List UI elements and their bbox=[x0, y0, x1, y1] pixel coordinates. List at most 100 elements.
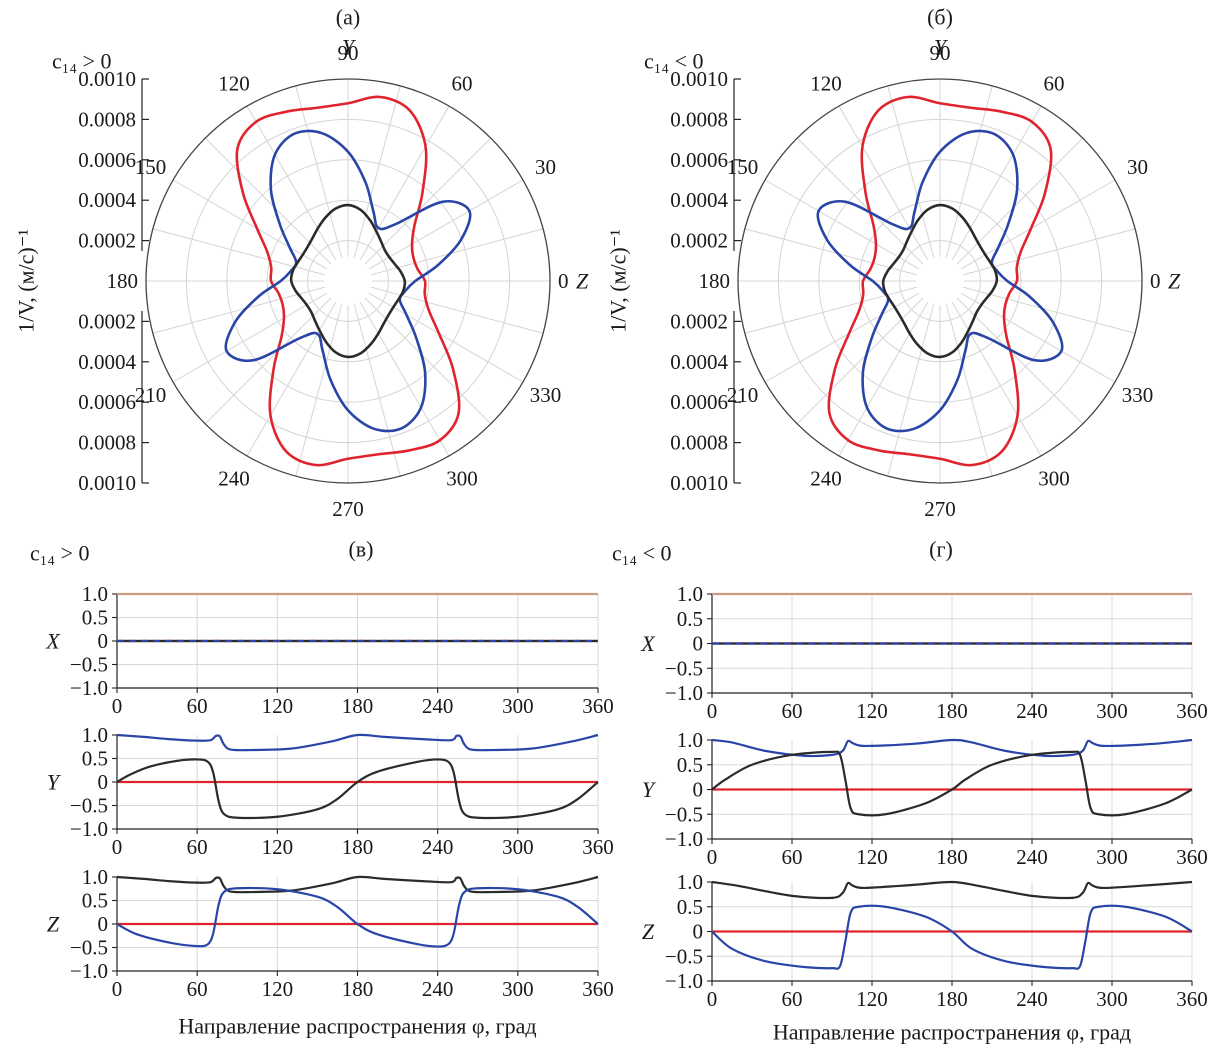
angle-tick-label: 60 bbox=[1044, 72, 1065, 96]
y-tick-label: 1.0 bbox=[82, 865, 108, 889]
x-tick-label: 0 bbox=[707, 699, 718, 723]
y-tick-label: −0.5 bbox=[665, 944, 703, 968]
grid-spoke bbox=[364, 297, 492, 425]
angle-tick-label: 30 bbox=[535, 155, 556, 179]
x-tick-label: 360 bbox=[1176, 845, 1208, 869]
y-tick-label: 1.0 bbox=[82, 723, 108, 747]
y-tick-label: −0.5 bbox=[70, 653, 108, 677]
angle-tick-label: 30 bbox=[1127, 155, 1148, 179]
grid-spoke bbox=[744, 228, 917, 276]
x-tick-label: 0 bbox=[112, 694, 123, 718]
x-tick-label: 60 bbox=[187, 835, 208, 859]
angle-tick-label: 330 bbox=[530, 383, 562, 407]
y-axis-label: Z bbox=[47, 912, 60, 937]
x-tick-label: 240 bbox=[1016, 845, 1048, 869]
angle-tick-label: 90 bbox=[930, 41, 951, 65]
angle-tick-label: 150 bbox=[727, 155, 759, 179]
grid-spoke bbox=[796, 137, 924, 265]
x-tick-label: 240 bbox=[1016, 699, 1048, 723]
x-tick-label: 300 bbox=[1096, 987, 1128, 1011]
polar-series-curve bbox=[289, 203, 407, 359]
x-tick-label: 120 bbox=[856, 987, 888, 1011]
polar-series-curve bbox=[881, 203, 999, 359]
y-tick-label: 1.0 bbox=[677, 728, 703, 752]
radial-tick-label: 0.0004 bbox=[78, 350, 136, 374]
x-tick-label: 360 bbox=[1176, 699, 1208, 723]
x-tick-label: 300 bbox=[1096, 699, 1128, 723]
angle-tick-label: 270 bbox=[924, 497, 956, 521]
radial-tick-label: 0.0002 bbox=[78, 229, 136, 253]
y-axis-label: Y bbox=[642, 777, 657, 802]
y-axis-label: Y bbox=[47, 770, 62, 795]
y-tick-label: 0.5 bbox=[82, 889, 108, 913]
radial-tick-label: 0.0006 bbox=[78, 390, 136, 414]
grid-spoke bbox=[152, 228, 325, 276]
angle-tick-label: 180 bbox=[699, 269, 731, 293]
y-axis-label: Z bbox=[642, 919, 655, 944]
y-tick-label: −1.0 bbox=[70, 959, 108, 983]
x-tick-label: 0 bbox=[707, 845, 718, 869]
x-tick-label: 60 bbox=[187, 977, 208, 1001]
x-tick-label: 300 bbox=[1096, 845, 1128, 869]
x-tick-label: 0 bbox=[707, 987, 718, 1011]
radial-tick-label: 0.0002 bbox=[670, 309, 728, 333]
polar-outer-circle bbox=[737, 78, 1143, 484]
y-tick-label: 1.0 bbox=[677, 870, 703, 894]
y-tick-label: 0 bbox=[98, 629, 109, 653]
y-tick-label: −1.0 bbox=[70, 817, 108, 841]
radial-tick-label: 0.0004 bbox=[78, 188, 136, 212]
x-tick-label: 180 bbox=[342, 977, 374, 1001]
x-tick-label: 240 bbox=[422, 977, 454, 1001]
radial-tick-label: 0.0002 bbox=[78, 309, 136, 333]
y-tick-label: −0.5 bbox=[665, 656, 703, 680]
panel-label: (г) bbox=[929, 537, 953, 562]
grid-spoke bbox=[359, 105, 450, 261]
direction-label-z: Z bbox=[1168, 269, 1181, 294]
angle-tick-label: 300 bbox=[1038, 466, 1070, 490]
x-tick-label: 240 bbox=[422, 835, 454, 859]
y-tick-label: −1.0 bbox=[665, 827, 703, 851]
grid-spoke bbox=[951, 301, 1042, 457]
series-line bbox=[116, 758, 599, 820]
polar-series-curve bbox=[827, 95, 1053, 467]
condition-label: c₁₄ > 0 bbox=[30, 541, 90, 566]
y-tick-label: −1.0 bbox=[70, 676, 108, 700]
grid-spoke bbox=[887, 85, 935, 258]
polar-series-curve bbox=[235, 95, 461, 467]
x-tick-label: 180 bbox=[342, 835, 374, 859]
y-tick-label: 0 bbox=[98, 770, 109, 794]
y-tick-label: 0 bbox=[98, 912, 109, 936]
series-line bbox=[711, 750, 1193, 817]
y-tick-label: 0.5 bbox=[677, 607, 703, 631]
grid-spoke bbox=[960, 292, 1116, 383]
grid-spoke bbox=[956, 297, 1084, 425]
radial-tick-label: 0.0010 bbox=[670, 471, 728, 495]
polar-chart-b: (б) c₁₄ < 0 Y Z 1/V, (м/с)⁻¹ 0 30 60 90 120 150 180… bbox=[606, 5, 1182, 522]
condition-label: c₁₄ < 0 bbox=[612, 541, 672, 566]
y-tick-label: 0 bbox=[693, 778, 704, 802]
grid-spoke bbox=[295, 304, 343, 477]
radial-axis-label: 1/V, (м/с)⁻¹ bbox=[14, 229, 39, 333]
radial-tick-label: 0.0010 bbox=[670, 67, 728, 91]
angle-tick-label: 0 bbox=[1150, 269, 1161, 293]
series-line bbox=[711, 880, 1193, 900]
grid-spoke bbox=[204, 137, 332, 265]
x-tick-label: 120 bbox=[262, 835, 294, 859]
angle-tick-label: 330 bbox=[1122, 383, 1154, 407]
grid-spoke bbox=[945, 85, 993, 258]
y-tick-label: 1.0 bbox=[677, 582, 703, 606]
radial-tick-label: 0.0008 bbox=[670, 431, 728, 455]
x-tick-label: 360 bbox=[1176, 987, 1208, 1011]
x-tick-label: 120 bbox=[856, 845, 888, 869]
direction-label-y: Y bbox=[934, 35, 949, 60]
y-tick-label: −1.0 bbox=[665, 681, 703, 705]
grid-spoke bbox=[963, 286, 1136, 334]
x-tick-label: 0 bbox=[112, 835, 123, 859]
radial-tick-label: 0.0006 bbox=[78, 148, 136, 172]
angle-tick-label: 300 bbox=[446, 466, 478, 490]
x-tick-label: 120 bbox=[262, 977, 294, 1001]
angle-tick-label: 60 bbox=[452, 72, 473, 96]
